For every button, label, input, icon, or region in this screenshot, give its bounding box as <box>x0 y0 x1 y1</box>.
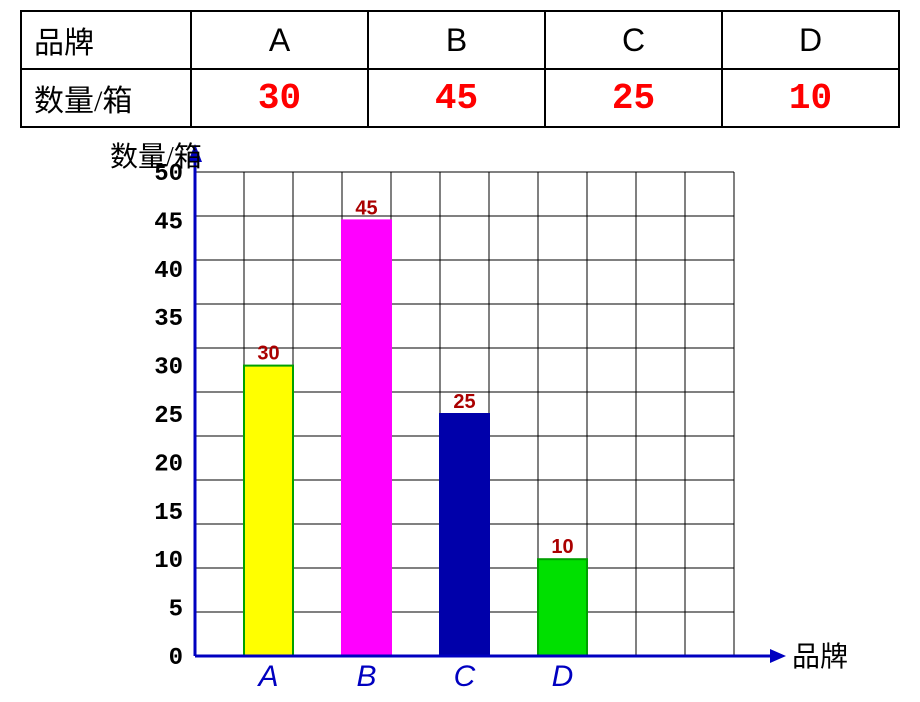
cat-label-D: D <box>552 660 574 692</box>
ytick-10: 10 <box>154 548 183 575</box>
ytick-30: 30 <box>154 355 183 382</box>
cat-label-C: C <box>454 660 476 692</box>
cat-label-A: A <box>256 660 278 692</box>
value-C: 25 <box>545 69 722 127</box>
bar-C <box>440 414 489 656</box>
ytick-45: 45 <box>154 209 183 236</box>
row-header-brand: 品牌 <box>21 11 191 69</box>
y-axis-title: 数量/箱 <box>110 141 202 173</box>
bar-D <box>538 559 587 656</box>
ytick-25: 25 <box>154 403 183 430</box>
x-axis-title: 品牌 <box>792 641 848 673</box>
bar-value-B: 45 <box>355 197 377 219</box>
table-row: 品牌 A B C D <box>21 11 899 69</box>
bar-chart: 0510152025303540455030A45B25C10D数量/箱品牌 <box>20 132 900 692</box>
ytick-5: 5 <box>169 597 183 624</box>
row-header-qty: 数量/箱 <box>21 69 191 127</box>
col-label-C: C <box>545 11 722 69</box>
chart-svg: 0510152025303540455030A45B25C10D数量/箱品牌 <box>20 132 900 692</box>
ytick-15: 15 <box>154 500 183 527</box>
bar-value-C: 25 <box>453 391 475 413</box>
col-label-B: B <box>368 11 545 69</box>
value-A: 30 <box>191 69 368 127</box>
bar-value-A: 30 <box>257 343 279 365</box>
bar-value-D: 10 <box>551 536 573 558</box>
col-label-A: A <box>191 11 368 69</box>
ytick-20: 20 <box>154 451 183 478</box>
ytick-35: 35 <box>154 306 183 333</box>
bar-A <box>244 366 293 656</box>
cat-label-B: B <box>356 660 376 692</box>
table-row: 数量/箱 30 45 25 10 <box>21 69 899 127</box>
value-B: 45 <box>368 69 545 127</box>
ytick-0: 0 <box>169 645 183 672</box>
data-table: 品牌 A B C D 数量/箱 30 45 25 10 <box>20 10 900 128</box>
col-label-D: D <box>722 11 899 69</box>
ytick-40: 40 <box>154 258 183 285</box>
bar-B <box>342 220 391 656</box>
value-D: 10 <box>722 69 899 127</box>
